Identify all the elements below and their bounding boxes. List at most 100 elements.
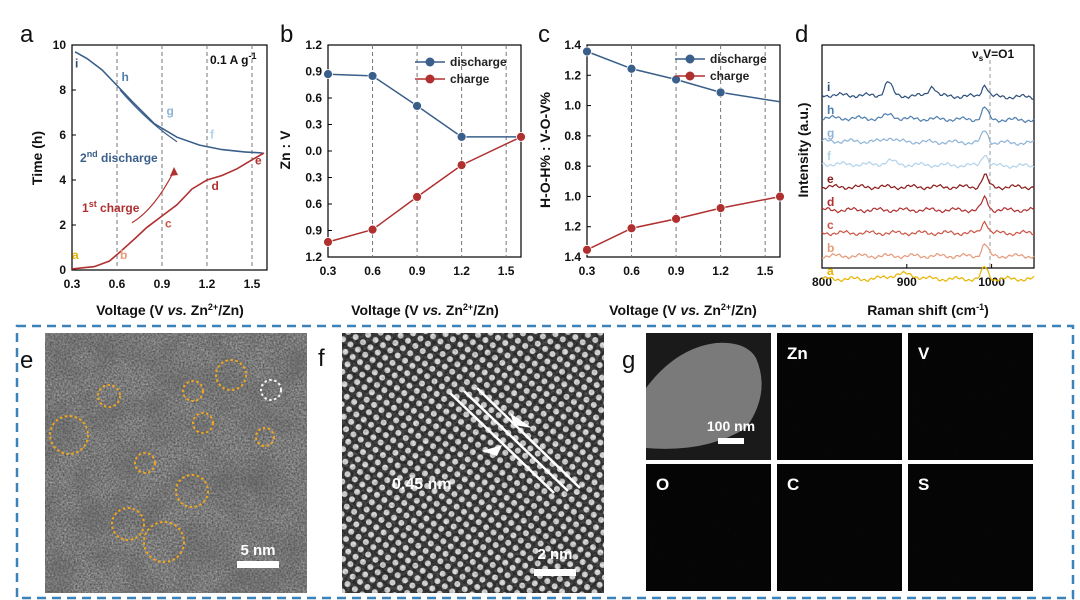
image-panels-frame bbox=[15, 324, 1075, 600]
panel-b-ytick: 1.2 bbox=[305, 250, 322, 264]
raman-spectrum-f bbox=[821, 154, 1035, 169]
spectrum-label-d: d bbox=[827, 195, 834, 209]
eds-map-signal bbox=[646, 490, 771, 591]
panel-c-ytick: 1.0 bbox=[564, 189, 581, 203]
panel-f-spacing-label: 0.45 nm bbox=[392, 476, 452, 493]
lattice-fringe-line-2 bbox=[463, 390, 569, 492]
panel-a-xtick: 0.6 bbox=[109, 277, 126, 291]
panel-a-ytick: 4 bbox=[59, 173, 66, 187]
panel-e-scale-bar bbox=[237, 561, 279, 568]
charge-data-point bbox=[715, 203, 726, 214]
nanocluster-circle bbox=[260, 379, 282, 401]
panel-e-tem-image: 5 nm bbox=[45, 333, 307, 593]
point-label-h: h bbox=[122, 70, 129, 84]
panel-c-ytick: 1.2 bbox=[564, 220, 581, 234]
panel-d-xtick: 900 bbox=[897, 275, 917, 289]
panel-a-label: a bbox=[20, 21, 34, 48]
charge-data-point bbox=[626, 223, 637, 234]
discharge-data-point bbox=[715, 87, 726, 98]
panel-b-ytick: 0.9 bbox=[305, 224, 322, 238]
panel-b-ytick: 0.3 bbox=[305, 118, 322, 132]
panel-b-label: b bbox=[280, 21, 293, 48]
charge-data-point bbox=[323, 237, 333, 247]
panel-b-xtick: 1.2 bbox=[453, 264, 470, 278]
legend-charge-label: charge bbox=[450, 72, 490, 86]
panel-e-image-svg: 5 nm bbox=[45, 333, 307, 593]
eds-map-zn: Zn bbox=[777, 333, 902, 460]
nanocluster-circle bbox=[192, 412, 214, 434]
panel-c-xtick: 0.3 bbox=[579, 264, 596, 278]
point-label-b: b bbox=[120, 248, 127, 262]
panel-b-ylabel: Zn : V bbox=[277, 130, 293, 170]
panel-b-xtick: 0.9 bbox=[409, 264, 426, 278]
panel-g-scale-bar bbox=[718, 438, 744, 444]
panel-a-ytick: 0 bbox=[59, 263, 66, 277]
charge-data-point bbox=[367, 224, 378, 235]
panel-b-legend: discharge charge bbox=[415, 55, 507, 86]
panel-f-hrtem-image: 0.45 nm 2 nm bbox=[342, 333, 604, 593]
eds-map-label: V bbox=[918, 344, 930, 363]
charge-data-point bbox=[516, 131, 526, 142]
panel-c-legend: discharge charge bbox=[675, 52, 767, 83]
panel-g-eds-maps: 100 nm Zn V O C S bbox=[646, 333, 1034, 593]
discharge-data-point bbox=[367, 71, 378, 81]
panel-d-peak-label: νsV=O1 bbox=[972, 47, 1014, 63]
panel-c-ytick: 1.4 bbox=[564, 250, 581, 264]
charge-arrow-icon bbox=[170, 167, 178, 176]
discharge-data-point bbox=[412, 101, 422, 111]
panel-b-ytick: 0.9 bbox=[305, 65, 322, 79]
charge-data-point bbox=[775, 191, 785, 202]
nanocluster-circle bbox=[215, 359, 247, 391]
panel-c-axes bbox=[586, 44, 781, 258]
raman-spectrum-b bbox=[821, 243, 1035, 260]
panel-e-shading bbox=[45, 333, 307, 593]
spectrum-label-b: b bbox=[827, 241, 834, 255]
charge-curve-secondary bbox=[131, 170, 175, 224]
discharge-data-point bbox=[582, 46, 592, 57]
panel-c-chart: 0.3 0.6 0.9 1.2 1.51.41.21.00.80.81.01.21.4 … bbox=[537, 38, 785, 318]
charge-data-point bbox=[671, 214, 681, 224]
panel-c-ytick: 0.8 bbox=[564, 159, 581, 173]
eds-map-label: Zn bbox=[787, 344, 808, 363]
panel-c-ytick: 1.4 bbox=[564, 38, 581, 52]
nanocluster-circle bbox=[143, 521, 185, 563]
raman-spectrum-c bbox=[821, 220, 1035, 237]
discharge-data-point bbox=[323, 69, 333, 80]
panel-a-xlabel: Voltage (V vs. Zn2+/Zn) bbox=[96, 302, 244, 318]
panel-a-ytick: 8 bbox=[59, 83, 66, 97]
panel-a-current-density: 0.1 A g-1 bbox=[210, 51, 256, 67]
charge-series-line bbox=[327, 136, 522, 243]
spectrum-label-a: a bbox=[827, 264, 834, 278]
panel-c-ylabel: H-O-H% : V-O-V% bbox=[537, 92, 553, 208]
discharge-data-point bbox=[671, 74, 681, 85]
fringe-arrow-lower-icon bbox=[482, 445, 502, 456]
eds-map-signal bbox=[908, 490, 1033, 591]
charge-series-line bbox=[586, 195, 781, 251]
panel-c-xtick: 0.9 bbox=[668, 264, 685, 278]
charge-data-point bbox=[412, 192, 422, 202]
point-label-e: e bbox=[255, 153, 262, 167]
panel-e-label: e bbox=[20, 347, 33, 374]
point-label-g: g bbox=[167, 104, 174, 118]
panel-c-xtick: 0.6 bbox=[623, 264, 640, 278]
nanocluster-circle bbox=[134, 452, 156, 474]
panel-c-xtick: 1.2 bbox=[712, 264, 729, 278]
eds-map-c: C bbox=[777, 464, 902, 591]
fringe-arrow-upper-icon bbox=[510, 413, 532, 428]
panel-d-label: d bbox=[795, 21, 808, 48]
panel-a-discharge-label: 2nd discharge bbox=[80, 149, 158, 165]
spectrum-label-c: c bbox=[827, 218, 834, 232]
eds-map-label: C bbox=[787, 475, 799, 494]
raman-spectrum-h bbox=[821, 106, 1035, 124]
eds-map-signal bbox=[777, 490, 902, 591]
panel-d-xtick: 1000 bbox=[978, 275, 1005, 289]
nanocluster-circle bbox=[97, 384, 121, 408]
panel-b-ytick: 0.3 bbox=[305, 171, 322, 185]
panel-b-chart: 0.3 0.6 0.9 1.2 1.5 1.2 0.9 0.6 0.3 0.0 0.3 0.6 0.9 1… bbox=[277, 38, 526, 318]
legend-discharge-marker bbox=[425, 57, 435, 67]
haadf-tile: 100 nm bbox=[646, 333, 771, 460]
panel-a-ylabel: Time (h) bbox=[29, 131, 45, 185]
panel-c-ytick: 1.0 bbox=[564, 99, 581, 113]
